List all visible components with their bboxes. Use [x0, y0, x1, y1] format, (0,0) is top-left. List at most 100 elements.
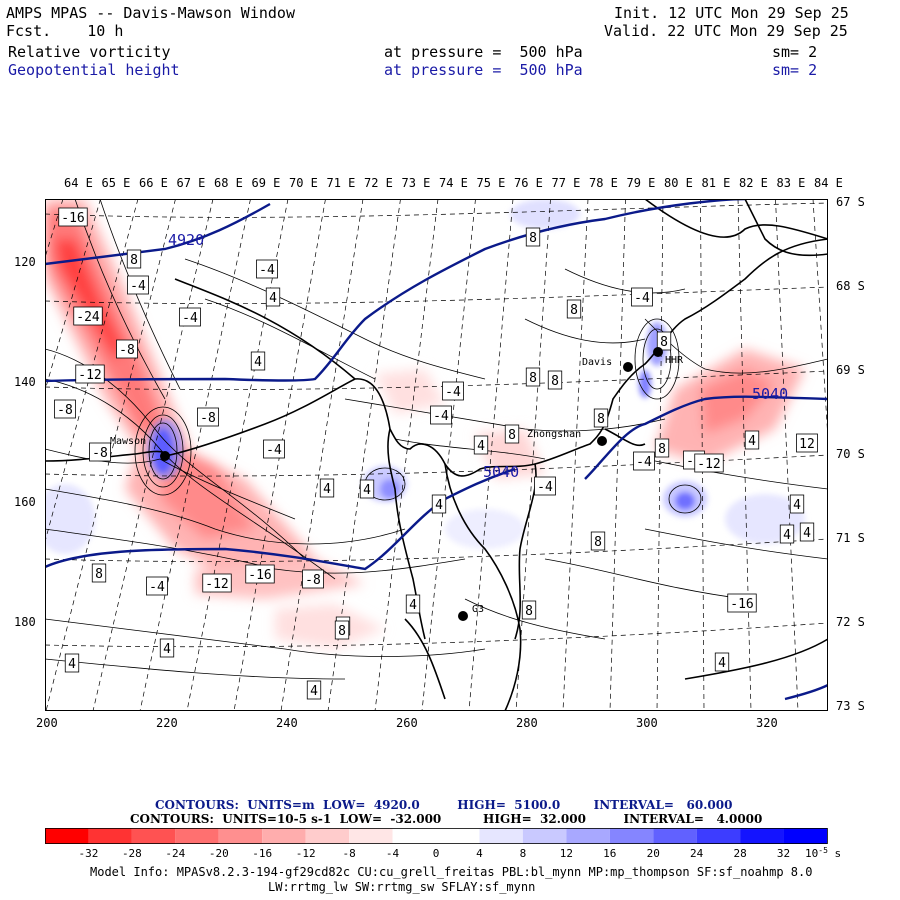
station-label-mawson: Mawson [110, 436, 146, 447]
vorticity-label: -8 [116, 339, 138, 359]
height-contour-info: CONTOURS: UNITS=m LOW= 4920.0 HIGH= 5100… [155, 798, 733, 812]
svg-text:8: 8 [658, 442, 666, 457]
color-bar-swatch [262, 828, 306, 844]
longitude-label: 81 E [701, 176, 731, 190]
svg-text:4: 4 [163, 642, 171, 657]
latitude-label: 69 S [836, 363, 865, 377]
vorticity-label: -8 [89, 442, 111, 462]
vorticity-label: -4 [631, 287, 653, 307]
station-hhr: HHR [653, 347, 684, 366]
latitude-label: 68 S [836, 279, 865, 293]
vorticity-label: -4 [263, 439, 285, 459]
svg-text:4: 4 [269, 291, 277, 306]
field2-level: at pressure = 500 hPa [384, 61, 583, 79]
color-bar-tick-label: 12 [560, 847, 573, 860]
station-mawson: Mawson [110, 436, 170, 461]
longitude-label: 79 E [626, 176, 656, 190]
vorticity-label: 4 [159, 638, 175, 658]
model-info-line2: LW:rrtmg_lw SW:rrtmg_sw SFLAY:sf_mynn [268, 880, 536, 894]
map-frame [45, 199, 828, 711]
longitude-label: 83 E [776, 176, 806, 190]
longitude-label: 64 E [64, 176, 93, 190]
svg-text:-12: -12 [78, 368, 101, 383]
height-contour-labels: 4920 5040 5040 [168, 231, 788, 481]
color-bar-tick-label: -32 [79, 847, 99, 860]
longitude-label: 82 E [739, 176, 768, 190]
svg-text:8: 8 [570, 303, 578, 318]
vorticity-label: 4 [744, 430, 760, 450]
color-bar-tick-label: 20 [647, 847, 660, 860]
valid-time: Valid. 22 UTC Mon 29 Sep 25 [604, 22, 848, 40]
vorticity-labels: -16-24-8-12-8-8-4-4-4-88-4444488-48888-4… [54, 207, 818, 700]
color-bar-tick-label: -4 [386, 847, 400, 860]
height-label-2: 5040 [483, 463, 519, 481]
vorticity-label: 4 [799, 522, 815, 542]
svg-text:-4: -4 [636, 455, 652, 470]
color-bar-swatch [349, 828, 393, 844]
svg-text:4: 4 [363, 483, 371, 498]
svg-text:-16: -16 [61, 211, 84, 226]
height-contours [45, 199, 828, 701]
vorticity-label: -16 [58, 207, 88, 227]
x-tick-label: 200 [36, 716, 58, 730]
longitude-label: 65 E [101, 176, 131, 190]
stations: Mawson Davis HHR Zhongshan G3 [110, 347, 684, 621]
color-bar-swatch [131, 828, 176, 844]
svg-text:-4: -4 [266, 443, 282, 458]
svg-text:4: 4 [783, 528, 791, 543]
svg-text:8: 8 [660, 335, 668, 350]
svg-text:8: 8 [551, 374, 559, 389]
svg-text:-4: -4 [130, 279, 146, 294]
color-bar-swatch [522, 828, 567, 844]
vorticity-label: -8 [302, 569, 324, 589]
vorticity-label: 4 [789, 494, 805, 514]
svg-text:4: 4 [254, 355, 262, 370]
vorticity-label: 8 [525, 367, 541, 387]
longitude-label: 66 E [139, 176, 168, 190]
vorticity-label: -8 [197, 407, 219, 427]
color-bar-swatch [653, 828, 697, 844]
vorticity-label: -24 [73, 306, 103, 326]
x-tick-label: 320 [756, 716, 778, 730]
color-bar-swatch [45, 828, 89, 844]
svg-text:4: 4 [748, 434, 756, 449]
svg-text:-8: -8 [200, 411, 216, 426]
svg-text:-4: -4 [537, 480, 553, 495]
longitude-label: 80 E [664, 176, 693, 190]
vorticity-label: -4 [633, 451, 655, 471]
svg-text:-12: -12 [697, 457, 720, 472]
svg-text:-8: -8 [305, 573, 321, 588]
svg-text:-8: -8 [57, 403, 73, 418]
station-davis: Davis [582, 357, 633, 372]
vorticity-label: 4 [319, 478, 335, 498]
longitude-label: 84 E [814, 176, 843, 190]
x-tick-label: 220 [156, 716, 178, 730]
station-label-zhongshan: Zhongshan [527, 429, 581, 440]
svg-text:8: 8 [95, 567, 103, 582]
latitude-label: 72 S [836, 615, 865, 629]
color-bar: -32 -28 -24 -20 -16 -12 -8 -4 0 4 8 12 16 20 24 28 32 10-… [45, 828, 841, 860]
station-g3: G3 [458, 604, 484, 621]
field2-name: Geopotential height [8, 61, 180, 79]
svg-text:8: 8 [338, 624, 346, 639]
svg-text:4: 4 [477, 439, 485, 454]
vorticity-label: 4 [714, 652, 730, 672]
vorticity-label: 8 [654, 438, 670, 458]
svg-text:4: 4 [435, 498, 443, 513]
vorticity-label: -16 [245, 564, 275, 584]
vorticity-label: -4 [442, 381, 464, 401]
vorticity-label: -16 [727, 593, 757, 613]
vorticity-map: 4920 5040 5040 -16-24-8-12-8-8-4-4-4-88-… [45, 199, 828, 711]
svg-text:8: 8 [508, 428, 516, 443]
vorticity-label: 8 [525, 227, 541, 247]
svg-text:8: 8 [529, 231, 537, 246]
x-tick-label: 280 [516, 716, 538, 730]
svg-text:12: 12 [799, 437, 815, 452]
svg-text:-16: -16 [730, 597, 753, 612]
longitude-label: 72 E [364, 176, 393, 190]
vorticity-label: -12 [694, 453, 724, 473]
latitude-label: 73 S [836, 699, 865, 713]
vorticity-label: 8 [593, 408, 609, 428]
longitude-label: 76 E [514, 176, 543, 190]
color-bar-tick-label: -28 [122, 847, 142, 860]
